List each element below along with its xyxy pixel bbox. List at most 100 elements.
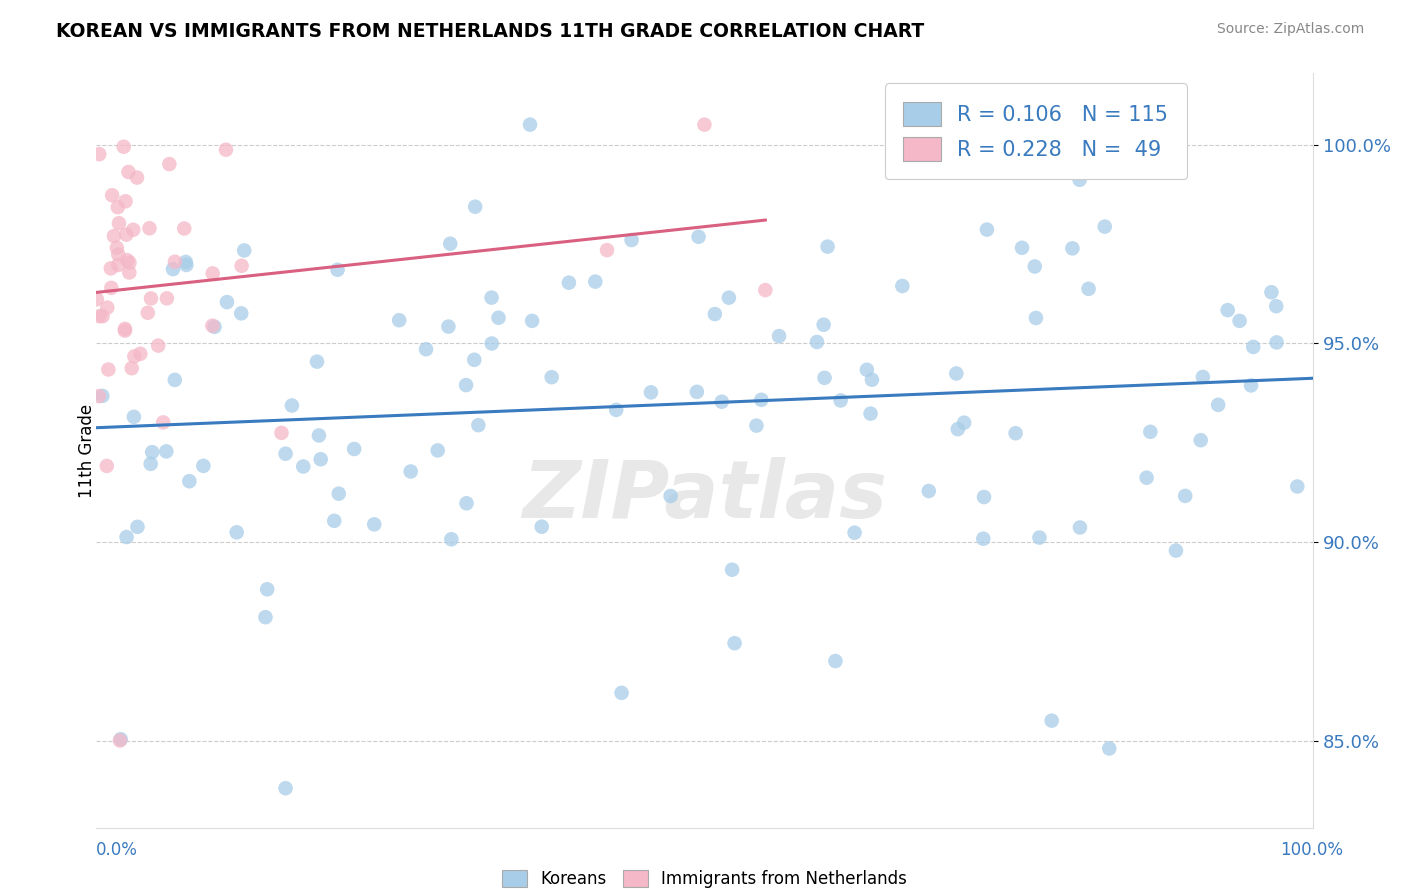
- Point: [193, 458, 215, 473]
- Point: [127, 520, 149, 534]
- Point: [309, 452, 332, 467]
- Point: [583, 275, 606, 289]
- Legend: Koreans, Immigrants from Netherlands: Koreans, Immigrants from Netherlands: [495, 863, 914, 892]
- Point: [1265, 335, 1288, 350]
- Point: [201, 318, 224, 333]
- Point: [1011, 241, 1033, 255]
- Point: [108, 733, 131, 747]
- Point: [328, 486, 350, 500]
- Point: [1241, 340, 1264, 354]
- Point: [112, 139, 135, 153]
- Text: Source: ZipAtlas.com: Source: ZipAtlas.com: [1216, 22, 1364, 37]
- Point: [1062, 241, 1084, 255]
- Point: [659, 489, 682, 503]
- Point: [1164, 543, 1187, 558]
- Point: [115, 253, 138, 268]
- Point: [463, 352, 485, 367]
- Y-axis label: 11th Grade: 11th Grade: [79, 403, 96, 498]
- Point: [254, 610, 277, 624]
- Point: [107, 247, 129, 261]
- Point: [118, 265, 141, 279]
- Point: [437, 319, 460, 334]
- Point: [1040, 714, 1063, 728]
- Text: ZIPatlas: ZIPatlas: [522, 457, 887, 535]
- Point: [292, 459, 315, 474]
- Point: [91, 389, 114, 403]
- Point: [768, 329, 790, 343]
- Point: [388, 313, 411, 327]
- Point: [1265, 299, 1288, 313]
- Point: [1069, 173, 1091, 187]
- Point: [415, 343, 437, 357]
- Point: [749, 392, 772, 407]
- Point: [481, 336, 503, 351]
- Point: [806, 334, 828, 349]
- Point: [138, 221, 160, 235]
- Point: [274, 781, 297, 796]
- Point: [129, 347, 152, 361]
- Point: [1216, 303, 1239, 318]
- Point: [918, 483, 941, 498]
- Point: [620, 233, 643, 247]
- Point: [89, 309, 111, 323]
- Point: [1094, 219, 1116, 234]
- Point: [891, 279, 914, 293]
- Point: [96, 301, 118, 315]
- Point: [717, 291, 740, 305]
- Point: [1229, 314, 1251, 328]
- Point: [215, 143, 238, 157]
- Point: [976, 222, 998, 236]
- Point: [117, 165, 139, 179]
- Point: [1025, 310, 1047, 325]
- Point: [1174, 489, 1197, 503]
- Point: [281, 399, 304, 413]
- Point: [233, 244, 256, 258]
- Point: [721, 563, 744, 577]
- Point: [156, 291, 179, 305]
- Point: [1192, 370, 1215, 384]
- Point: [1069, 520, 1091, 534]
- Point: [122, 409, 145, 424]
- Point: [973, 490, 995, 504]
- Point: [456, 496, 478, 510]
- Point: [100, 261, 122, 276]
- Point: [231, 306, 253, 320]
- Point: [97, 362, 120, 376]
- Point: [1135, 471, 1157, 485]
- Point: [115, 227, 138, 242]
- Text: 100.0%: 100.0%: [1279, 840, 1343, 858]
- Point: [114, 322, 136, 336]
- Point: [323, 514, 346, 528]
- Point: [107, 200, 129, 214]
- Point: [110, 732, 132, 747]
- Point: [136, 306, 159, 320]
- Point: [118, 255, 141, 269]
- Point: [363, 517, 385, 532]
- Point: [688, 229, 710, 244]
- Point: [1098, 741, 1121, 756]
- Point: [204, 319, 226, 334]
- Point: [215, 295, 238, 310]
- Point: [953, 416, 976, 430]
- Point: [148, 338, 170, 352]
- Point: [945, 367, 967, 381]
- Point: [155, 444, 177, 458]
- Point: [440, 533, 463, 547]
- Point: [1024, 118, 1046, 132]
- Point: [1139, 425, 1161, 439]
- Point: [141, 445, 163, 459]
- Point: [179, 474, 201, 488]
- Point: [426, 443, 449, 458]
- Point: [1024, 260, 1046, 274]
- Point: [703, 307, 725, 321]
- Point: [96, 458, 118, 473]
- Point: [201, 267, 224, 281]
- Point: [686, 384, 709, 399]
- Point: [723, 636, 745, 650]
- Text: 0.0%: 0.0%: [96, 840, 138, 858]
- Point: [605, 402, 627, 417]
- Point: [946, 422, 969, 436]
- Point: [640, 385, 662, 400]
- Point: [305, 354, 328, 368]
- Point: [157, 157, 180, 171]
